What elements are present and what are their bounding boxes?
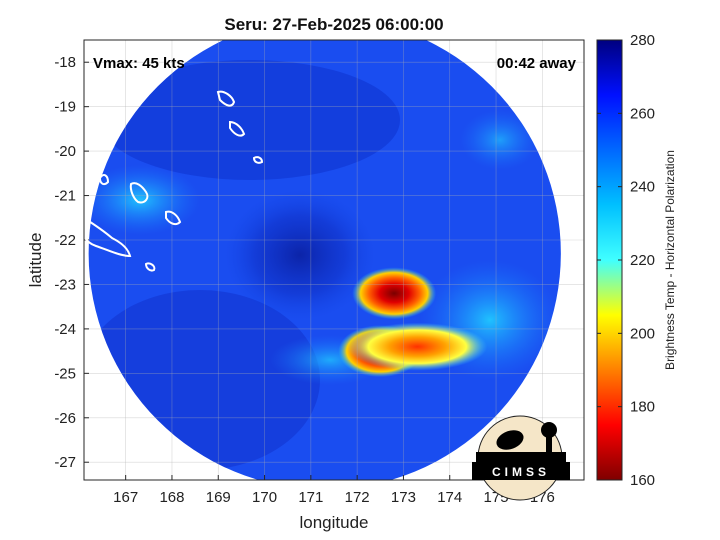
coastline-espiritu-santo bbox=[83, 217, 132, 258]
logo-text: CIMSS bbox=[492, 465, 550, 479]
x-tick-labels: 167 168 169 170 171 172 173 174 175 176 bbox=[113, 489, 555, 506]
y-tick-label: -23 bbox=[54, 276, 76, 293]
y-tick-label: -22 bbox=[54, 232, 76, 249]
x-tick-label: 173 bbox=[391, 489, 416, 506]
colorbar-tick-label: 220 bbox=[630, 252, 655, 269]
logo-building bbox=[476, 452, 566, 462]
y-tick-label: -18 bbox=[54, 54, 76, 71]
cold-region-2 bbox=[352, 267, 437, 320]
y-tick-label: -27 bbox=[54, 454, 76, 471]
colorbar-tick-label: 160 bbox=[630, 472, 655, 489]
vmax-annotation: Vmax: 45 kts bbox=[93, 55, 185, 72]
y-tick-label: -19 bbox=[54, 99, 76, 116]
x-tick-label: 172 bbox=[345, 489, 370, 506]
x-tick-label: 168 bbox=[159, 489, 184, 506]
swath-image bbox=[88, 40, 561, 480]
colorbar-gradient bbox=[596, 39, 623, 481]
time-away-annotation: 00:42 away bbox=[497, 55, 577, 72]
coastline-maewo bbox=[229, 120, 246, 137]
colorbar-tick-label: 180 bbox=[630, 399, 655, 416]
x-tick-label: 170 bbox=[252, 489, 277, 506]
y-tick-labels: -18 -19 -20 -21 -22 -23 -24 -25 -26 -27 bbox=[54, 54, 76, 471]
colorbar-tick-label: 240 bbox=[630, 179, 655, 196]
colorbar-tick-label: 200 bbox=[630, 325, 655, 342]
cyan-region-nw bbox=[88, 165, 200, 235]
coastline-malekula bbox=[129, 182, 149, 204]
colorbar-tick-label: 280 bbox=[630, 32, 655, 49]
cold-region-3 bbox=[347, 322, 488, 371]
coastline-small-island bbox=[252, 156, 264, 164]
coastline-efate bbox=[144, 262, 156, 272]
coastline-islet-w bbox=[98, 174, 110, 186]
y-tick-label: -21 bbox=[54, 188, 76, 205]
cimss-logo: CIMSS bbox=[472, 415, 570, 501]
x-tick-label: 174 bbox=[437, 489, 462, 506]
logo-tower-stem bbox=[546, 432, 552, 462]
colorbar: 160 180 200 220 240 260 280 Brightness Temp - … bbox=[596, 32, 677, 489]
x-axis-label: longitude bbox=[299, 513, 368, 532]
x-tick-label: 171 bbox=[298, 489, 323, 506]
vortex-center bbox=[225, 190, 375, 320]
axes-frame bbox=[83, 39, 585, 481]
logo-dish bbox=[496, 430, 524, 450]
grid-lines bbox=[84, 40, 584, 480]
coastline-torres bbox=[183, 42, 202, 54]
colorbar-label: Brightness Temp - Horizontal Polarizatio… bbox=[663, 150, 677, 370]
logo-banner bbox=[472, 462, 570, 480]
y-tick-label: -24 bbox=[54, 321, 76, 338]
coastline-aoba bbox=[216, 90, 236, 107]
x-tick-label: 169 bbox=[206, 489, 231, 506]
y-tick-label: -20 bbox=[54, 143, 76, 160]
y-axis-label: latitude bbox=[26, 233, 45, 288]
coastline-pentecost bbox=[165, 210, 182, 226]
coastlines bbox=[83, 42, 264, 272]
chart-title: Seru: 27-Feb-2025 06:00:00 bbox=[224, 15, 443, 34]
cold-regions bbox=[338, 267, 488, 378]
cyan-region-ne bbox=[460, 110, 540, 170]
logo-tower-top bbox=[541, 422, 557, 438]
y-tick-label: -26 bbox=[54, 410, 76, 427]
outer-dark-band bbox=[100, 60, 400, 180]
colorbar-ticks: 160 180 200 220 240 260 280 bbox=[597, 32, 655, 489]
colorbar-tick-label: 260 bbox=[630, 105, 655, 122]
y-tick-label: -25 bbox=[54, 365, 76, 382]
x-tick-label: 167 bbox=[113, 489, 138, 506]
